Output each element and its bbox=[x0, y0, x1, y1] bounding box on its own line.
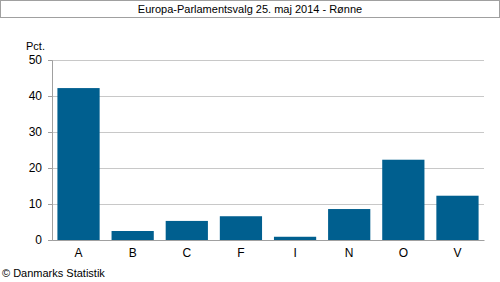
title-frame bbox=[1, 1, 500, 18]
y-tick: 30 bbox=[29, 125, 52, 139]
source: © Danmarks Statistik bbox=[2, 267, 105, 279]
grid bbox=[52, 61, 484, 241]
y-tick-mark bbox=[48, 132, 52, 133]
x-tick-label: B bbox=[129, 246, 137, 260]
bar bbox=[166, 221, 208, 240]
y-tick-label: 10 bbox=[29, 197, 43, 211]
bar bbox=[382, 160, 424, 240]
grid-line bbox=[52, 96, 484, 97]
bar bbox=[328, 209, 370, 240]
x-tick-label: N bbox=[345, 246, 354, 260]
y-tick-label: 20 bbox=[29, 161, 43, 175]
y-tick-label: 40 bbox=[29, 89, 43, 103]
x-tick: C bbox=[182, 240, 191, 260]
x-tick: F bbox=[237, 240, 244, 260]
y-tick-mark bbox=[48, 96, 52, 97]
y-tick: 50 bbox=[29, 53, 52, 67]
x-axis: ABCFINOV bbox=[53, 240, 485, 260]
chart: Europa-Parlamentsvalg 25. maj 2014 - Røn… bbox=[0, 0, 500, 282]
bar bbox=[436, 196, 478, 240]
x-tick-label: F bbox=[237, 246, 244, 260]
bar bbox=[112, 231, 154, 240]
y-tick: 10 bbox=[29, 197, 52, 211]
x-tick: N bbox=[345, 240, 354, 260]
x-tick: V bbox=[453, 240, 461, 260]
x-tick: I bbox=[293, 240, 296, 260]
y-tick-label: 30 bbox=[29, 125, 43, 139]
y-tick: 20 bbox=[29, 161, 52, 175]
grid-line bbox=[52, 132, 484, 133]
y-axis-label: Pct. bbox=[26, 40, 45, 52]
bar bbox=[57, 88, 99, 240]
y-tick-label: 50 bbox=[29, 53, 43, 67]
x-tick-label: V bbox=[453, 246, 461, 260]
bar bbox=[220, 216, 262, 240]
y-tick-mark bbox=[48, 204, 52, 205]
y-tick: 40 bbox=[29, 89, 52, 103]
x-tick: A bbox=[75, 240, 83, 260]
bar bbox=[274, 237, 316, 240]
y-axis-line bbox=[48, 61, 53, 241]
x-tick-label: O bbox=[399, 246, 408, 260]
x-tick: B bbox=[129, 240, 137, 260]
y-tick: 0 bbox=[35, 233, 52, 247]
grid-line bbox=[52, 60, 484, 61]
grid-line bbox=[52, 240, 484, 241]
x-tick-label: C bbox=[182, 246, 191, 260]
y-tick-label: 0 bbox=[35, 233, 42, 247]
y-tick-mark bbox=[48, 240, 52, 241]
y-tick-mark bbox=[48, 60, 52, 61]
x-tick-label: I bbox=[293, 246, 296, 260]
title: Europa-Parlamentsvalg 25. maj 2014 - Røn… bbox=[138, 3, 362, 15]
y-axis: 0 10 20 30 40 50 bbox=[29, 53, 53, 247]
y-tick-mark bbox=[48, 168, 52, 169]
x-axis-line bbox=[53, 240, 485, 241]
bars bbox=[57, 88, 478, 240]
x-tick: O bbox=[399, 240, 408, 260]
x-tick-label: A bbox=[75, 246, 83, 260]
